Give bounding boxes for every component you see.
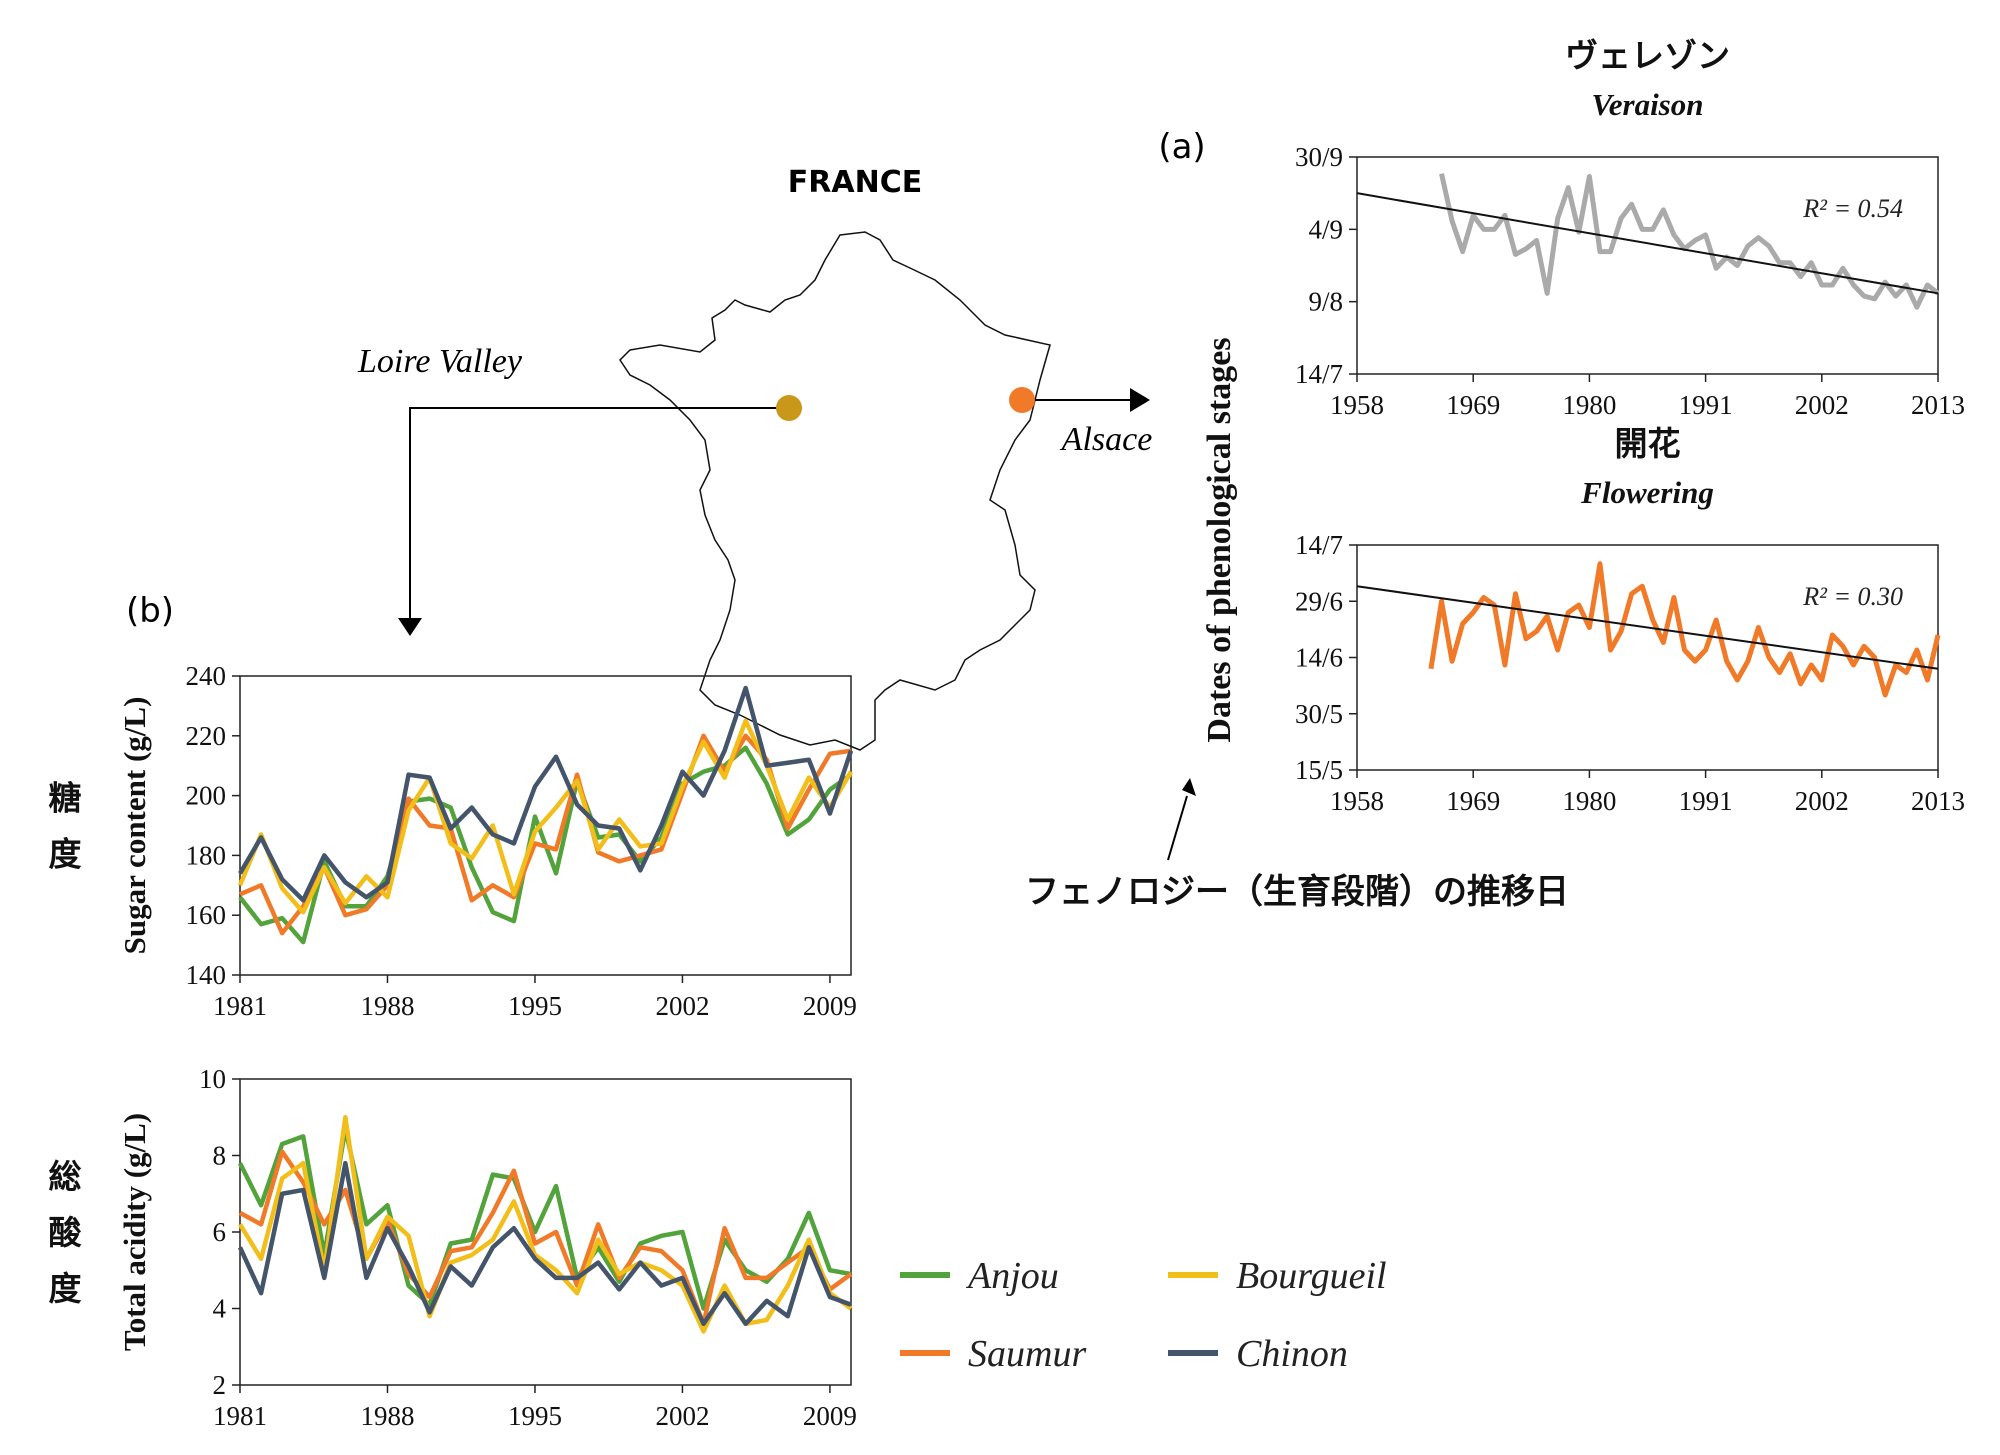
veraison-chart: 14/7 9/8 4/9 30/9 1958 1969 1980 1991 2002 2013 ヴェ… bbox=[1295, 36, 1965, 420]
acidity-chart: 2 4 6 8 10 1981 1988 1995 2002 2009 Total acidity … bbox=[49, 1064, 857, 1431]
x-tick-label: 1980 bbox=[1562, 786, 1616, 816]
series-line-bourgueil bbox=[238, 1115, 853, 1334]
y-axis-label-jp-char: 総 bbox=[49, 1157, 82, 1196]
r-squared-label: R² = 0.30 bbox=[1802, 582, 1903, 611]
x-tick-label: 1980 bbox=[1562, 390, 1616, 420]
y-tick-label: 9/8 bbox=[1308, 287, 1343, 317]
x-tick-label: 1969 bbox=[1446, 390, 1500, 420]
x-tick-label: 1988 bbox=[360, 1401, 414, 1431]
trend-line bbox=[1356, 585, 1939, 670]
y-tick-label: 220 bbox=[186, 721, 227, 751]
france-outline bbox=[619, 231, 1051, 751]
france-label: FRANCE bbox=[788, 165, 922, 200]
x-tick-label: 2002 bbox=[655, 991, 709, 1021]
flowering-chart: 15/5 30/5 14/6 29/6 14/7 1958 1969 1980 1991 2002… bbox=[1295, 424, 1965, 816]
plot-frame bbox=[239, 675, 852, 976]
y-tick-label: 14/7 bbox=[1295, 530, 1343, 560]
legend: Anjou Bourgueil Saumur Chinon bbox=[900, 1255, 1387, 1375]
y-tick-label: 240 bbox=[186, 661, 227, 691]
france-map: FRANCE Loire Valley Alsace bbox=[357, 165, 1153, 751]
x-tick-label: 2002 bbox=[1795, 390, 1849, 420]
x-tick-label: 1981 bbox=[213, 1401, 267, 1431]
x-tick-label: 1988 bbox=[360, 991, 414, 1021]
loire-label: Loire Valley bbox=[357, 343, 523, 380]
y-tick-label: 4 bbox=[213, 1294, 227, 1324]
x-tick-label: 1969 bbox=[1446, 786, 1500, 816]
x-tick-label: 1991 bbox=[1679, 390, 1733, 420]
alsace-label: Alsace bbox=[1060, 421, 1153, 458]
x-tick-label: 2002 bbox=[1795, 786, 1849, 816]
series-line-chinon bbox=[238, 685, 854, 903]
series-line-saumur bbox=[238, 1149, 853, 1327]
y-axis-label-jp-char: 糖 bbox=[49, 779, 82, 818]
series-line-bourgueil bbox=[237, 718, 853, 915]
panel-a-tag: (a) bbox=[1158, 127, 1205, 167]
chart-title-jp: ヴェレゾン bbox=[1565, 36, 1730, 75]
alsace-arrowhead bbox=[1130, 388, 1150, 412]
x-tick-label: 1995 bbox=[508, 1401, 562, 1431]
x-tick-label: 1991 bbox=[1679, 786, 1733, 816]
y-tick-label: 30/5 bbox=[1295, 699, 1343, 729]
y-tick-label: 160 bbox=[186, 900, 227, 930]
x-tick-label: 1958 bbox=[1330, 390, 1384, 420]
plot-frame bbox=[1356, 156, 1939, 375]
y-tick-label: 29/6 bbox=[1295, 586, 1343, 616]
y-tick-label: 180 bbox=[186, 840, 227, 870]
y-axis-label-jp-char: 度 bbox=[49, 835, 82, 874]
alsace-marker bbox=[1009, 387, 1035, 413]
y-tick-label: 14/6 bbox=[1295, 643, 1343, 673]
series-line-chinon bbox=[237, 1160, 852, 1327]
chart-title-jp: 開花 bbox=[1615, 424, 1681, 463]
panel-b-tag: (b) bbox=[126, 591, 174, 631]
y-tick-label: 4/9 bbox=[1308, 214, 1343, 244]
x-tick-label: 1995 bbox=[508, 991, 562, 1021]
x-tick-label: 2002 bbox=[655, 1401, 709, 1431]
chart-title: Flowering bbox=[1580, 475, 1714, 510]
x-tick-label: 2013 bbox=[1911, 390, 1965, 420]
legend-label-saumur: Saumur bbox=[968, 1333, 1086, 1375]
y-tick-label: 140 bbox=[186, 960, 227, 990]
y-axis-label: Sugar content (g/L) bbox=[117, 697, 152, 955]
r-squared-label: R² = 0.54 bbox=[1802, 194, 1903, 223]
annotation-arrow-line bbox=[1167, 795, 1188, 861]
y-tick-label: 15/5 bbox=[1295, 755, 1343, 785]
loire-connector bbox=[409, 407, 785, 620]
chart-title: Veraison bbox=[1592, 87, 1704, 122]
y-tick-label: 2 bbox=[213, 1370, 227, 1400]
x-tick-label: 2009 bbox=[803, 991, 857, 1021]
y-tick-label: 14/7 bbox=[1295, 359, 1343, 389]
loire-marker bbox=[776, 395, 802, 421]
y-tick-label: 200 bbox=[186, 781, 227, 811]
annotation-arrowhead bbox=[1182, 778, 1196, 796]
legend-label-bourgueil: Bourgueil bbox=[1236, 1255, 1387, 1297]
x-tick-label: 1981 bbox=[213, 991, 267, 1021]
series-line-saumur bbox=[239, 733, 852, 936]
phenology-ylabel: Dates of phenological stages bbox=[1201, 337, 1238, 742]
x-tick-label: 2013 bbox=[1911, 786, 1965, 816]
y-tick-label: 30/9 bbox=[1295, 142, 1343, 172]
y-axis-label: Total acidity (g/L) bbox=[117, 1113, 152, 1351]
y-tick-label: 10 bbox=[199, 1064, 226, 1094]
trend-line bbox=[1356, 192, 1939, 295]
y-axis-label-jp-char: 度 bbox=[49, 1269, 82, 1308]
sugar-chart: 140 160 180 200 220 240 1981 1988 1995 2002 2009 Su… bbox=[49, 661, 857, 1021]
legend-label-chinon: Chinon bbox=[1236, 1333, 1348, 1375]
phenology-annotation: フェノロジー（生育段階）の推移日 bbox=[1025, 872, 1569, 912]
y-tick-label: 6 bbox=[213, 1217, 227, 1247]
series-line bbox=[1428, 561, 1941, 698]
loire-arrowhead bbox=[398, 618, 422, 636]
series-line bbox=[1439, 173, 1940, 310]
y-tick-label: 8 bbox=[213, 1141, 227, 1171]
x-tick-label: 1958 bbox=[1330, 786, 1384, 816]
legend-label-anjou: Anjou bbox=[965, 1255, 1059, 1297]
y-axis-label-jp-char: 酸 bbox=[49, 1213, 83, 1252]
x-tick-label: 2009 bbox=[803, 1401, 857, 1431]
